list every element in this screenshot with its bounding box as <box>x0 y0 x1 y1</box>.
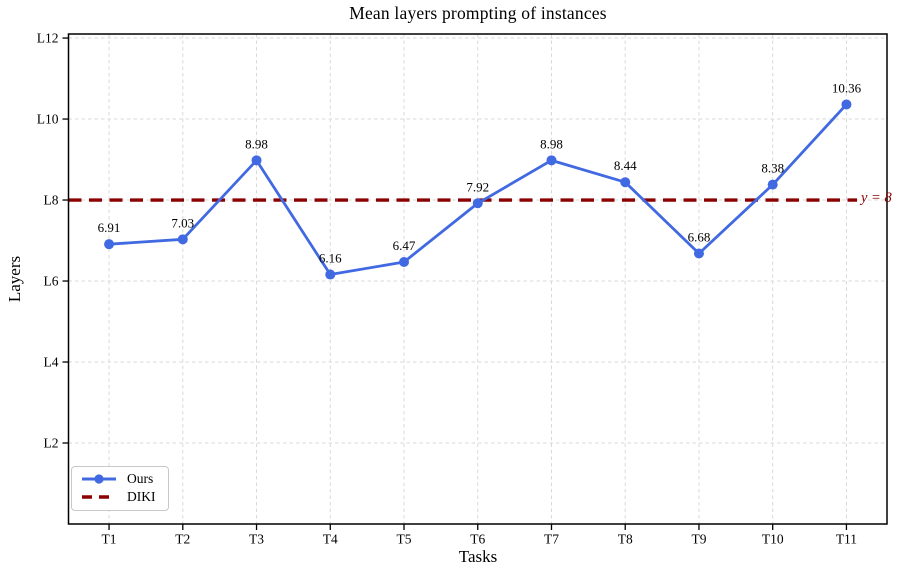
data-point <box>841 99 852 110</box>
y-tick-label: L10 <box>37 112 59 127</box>
y-tick-label: L6 <box>44 274 59 289</box>
y-tick-label: L2 <box>44 436 59 451</box>
y-tick-label: L4 <box>44 355 59 370</box>
data-point <box>251 155 262 166</box>
data-point-label: 7.03 <box>171 215 194 230</box>
x-tick-label: T8 <box>618 532 633 547</box>
data-point <box>104 239 115 250</box>
x-tick-label: T9 <box>691 532 706 547</box>
x-tick-label: T2 <box>175 532 190 547</box>
data-point-label: 7.92 <box>466 179 489 194</box>
data-point <box>399 256 410 267</box>
x-tick-label: T7 <box>544 532 559 547</box>
data-point <box>767 179 778 190</box>
data-point-label: 10.36 <box>832 80 862 95</box>
legend-label-ours: Ours <box>127 471 154 487</box>
hline-annotation: y = 8 <box>861 190 892 206</box>
data-point-label: 8.38 <box>761 161 784 176</box>
x-axis-label: Tasks <box>458 547 498 566</box>
x-tick-label: T5 <box>397 532 412 547</box>
x-tick-label: T3 <box>249 532 264 547</box>
x-tick-label: T11 <box>836 532 857 547</box>
data-point <box>325 269 336 280</box>
legend-item-ours: Ours <box>81 472 156 486</box>
legend-item-diki: DIKI <box>81 490 156 504</box>
data-point <box>177 234 188 245</box>
data-point <box>472 198 483 209</box>
data-point-label: 6.68 <box>688 229 711 244</box>
data-point-label: 8.98 <box>540 136 563 151</box>
data-point-label: 6.16 <box>319 251 342 266</box>
data-point <box>620 177 631 188</box>
ours-line-marker-icon <box>82 474 116 484</box>
x-tick-label: T1 <box>102 532 117 547</box>
x-tick-label: T4 <box>323 532 338 547</box>
y-tick-label: L12 <box>37 31 59 46</box>
data-point <box>693 248 704 259</box>
legend-label-diki: DIKI <box>127 489 156 505</box>
data-point-label: 6.47 <box>393 238 416 253</box>
x-tick-label: T6 <box>470 532 485 547</box>
chart-title: Mean layers prompting of instances <box>349 3 607 23</box>
legend: Ours DIKI <box>71 466 169 511</box>
diki-dashed-line-icon <box>82 495 116 499</box>
x-tick-label: T10 <box>762 532 784 547</box>
data-point <box>546 155 557 166</box>
y-tick-label: L8 <box>44 193 59 208</box>
data-point-label: 8.98 <box>245 136 268 151</box>
data-point-label: 8.44 <box>614 158 637 173</box>
data-point-label: 6.91 <box>98 220 121 235</box>
